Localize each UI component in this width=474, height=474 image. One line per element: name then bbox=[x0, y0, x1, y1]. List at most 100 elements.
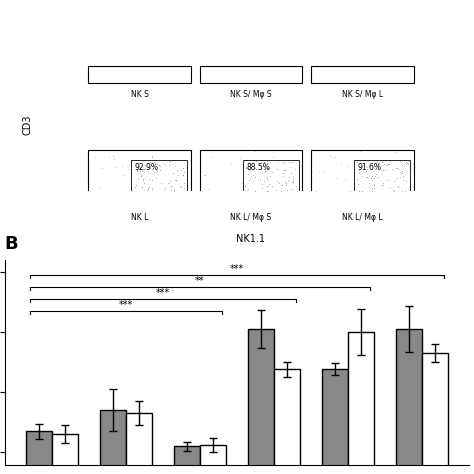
Point bbox=[399, 169, 406, 177]
Point bbox=[132, 183, 139, 191]
Point bbox=[279, 188, 286, 196]
Point bbox=[287, 201, 294, 209]
Point bbox=[138, 189, 146, 197]
Point bbox=[161, 193, 168, 201]
Point bbox=[155, 161, 163, 168]
Point bbox=[381, 189, 388, 197]
Point bbox=[354, 191, 361, 199]
Point bbox=[269, 153, 277, 161]
Point bbox=[149, 153, 156, 160]
Point bbox=[135, 188, 142, 196]
Point bbox=[165, 161, 173, 169]
Point bbox=[278, 181, 286, 188]
Point bbox=[146, 158, 154, 165]
Point bbox=[367, 191, 375, 199]
Point bbox=[380, 160, 388, 168]
Point bbox=[399, 195, 406, 202]
Point bbox=[173, 166, 180, 173]
Point bbox=[391, 194, 398, 201]
Point bbox=[179, 164, 186, 172]
Point bbox=[281, 178, 288, 185]
Point bbox=[383, 161, 391, 169]
Point bbox=[268, 169, 276, 176]
Text: NK L: NK L bbox=[131, 212, 148, 221]
Point bbox=[161, 184, 169, 192]
Point bbox=[367, 174, 375, 182]
Point bbox=[149, 176, 156, 183]
Point bbox=[158, 194, 165, 201]
Point bbox=[148, 184, 156, 191]
Point bbox=[256, 175, 264, 183]
Point bbox=[166, 183, 174, 191]
Point bbox=[268, 191, 275, 199]
Point bbox=[365, 190, 372, 198]
Point bbox=[373, 174, 381, 182]
Point bbox=[373, 191, 380, 198]
Point bbox=[407, 165, 415, 173]
Point bbox=[167, 186, 175, 193]
Point bbox=[283, 186, 291, 194]
Point bbox=[98, 164, 106, 172]
Point bbox=[358, 173, 365, 180]
Point bbox=[264, 164, 272, 172]
Point bbox=[261, 165, 268, 173]
Point bbox=[246, 175, 254, 182]
Point bbox=[179, 172, 186, 179]
Point bbox=[387, 184, 394, 191]
Text: B: B bbox=[5, 235, 18, 253]
Point bbox=[200, 171, 208, 179]
Bar bbox=[348, 332, 374, 474]
Point bbox=[237, 190, 245, 197]
Point bbox=[363, 167, 370, 175]
Point bbox=[273, 177, 281, 184]
Point bbox=[263, 176, 271, 183]
Point bbox=[181, 184, 188, 192]
Point bbox=[123, 196, 130, 204]
Point bbox=[373, 158, 381, 165]
Point bbox=[371, 174, 378, 182]
Point bbox=[125, 165, 132, 173]
Point bbox=[104, 201, 111, 209]
Point bbox=[264, 192, 272, 200]
Point bbox=[156, 166, 164, 174]
Point bbox=[381, 167, 388, 174]
Point bbox=[375, 160, 383, 168]
Point bbox=[258, 184, 266, 192]
Point bbox=[139, 176, 147, 184]
Bar bbox=[88, 66, 191, 83]
Bar bbox=[311, 66, 413, 83]
Point bbox=[356, 147, 364, 155]
Point bbox=[214, 194, 221, 201]
Point bbox=[289, 175, 297, 183]
Point bbox=[177, 191, 184, 199]
Point bbox=[374, 163, 382, 170]
Point bbox=[244, 164, 252, 172]
Point bbox=[286, 189, 293, 197]
Point bbox=[105, 153, 113, 160]
Point bbox=[170, 186, 178, 193]
Point bbox=[275, 179, 283, 187]
Point bbox=[161, 161, 168, 169]
Point bbox=[386, 157, 394, 164]
Point bbox=[141, 174, 148, 182]
Text: ***: *** bbox=[156, 288, 170, 298]
Point bbox=[156, 162, 164, 170]
Point bbox=[398, 187, 406, 195]
Bar bbox=[274, 369, 300, 474]
Point bbox=[397, 157, 404, 165]
Point bbox=[174, 171, 182, 178]
Point bbox=[161, 159, 168, 167]
Point bbox=[289, 159, 296, 166]
Point bbox=[252, 173, 259, 181]
Point bbox=[292, 182, 300, 190]
Point bbox=[345, 163, 352, 170]
Point bbox=[279, 172, 287, 179]
Text: 92.9%: 92.9% bbox=[135, 163, 159, 172]
Point bbox=[134, 175, 142, 183]
Point bbox=[164, 179, 172, 186]
Point bbox=[391, 149, 399, 156]
Point bbox=[328, 153, 336, 161]
Point bbox=[401, 164, 409, 172]
Point bbox=[153, 166, 161, 174]
Point bbox=[392, 164, 400, 172]
